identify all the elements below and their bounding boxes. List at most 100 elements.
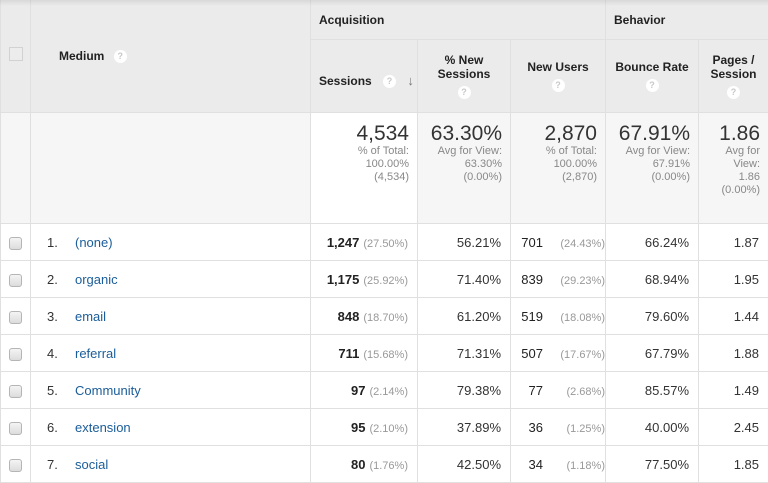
new-sessions-cell: 37.89% — [418, 409, 511, 446]
medium-link[interactable]: extension — [75, 420, 131, 435]
totals-new-sessions-avg: 63.30% — [418, 158, 502, 171]
table-row: 5.Community 97(2.14%) 79.38% 77(2.68%) 8… — [1, 372, 768, 409]
new-users-header[interactable]: New Users ? — [511, 40, 606, 113]
sessions-percent: (27.50%) — [363, 238, 408, 250]
totals-new-sessions: 63.30% Avg for View: 63.30% (0.00%) — [418, 113, 511, 224]
help-icon[interactable]: ? — [114, 50, 127, 63]
new-users-percent: (2.68%) — [547, 386, 605, 398]
new-users-value: 839 — [519, 272, 543, 287]
pages-per-session-header[interactable]: Pages / Session ? — [699, 40, 768, 113]
medium-link[interactable]: referral — [75, 346, 116, 361]
row-checkbox-cell — [1, 409, 31, 446]
bounce-rate-cell: 85.57% — [606, 372, 699, 409]
medium-cell: 7.social — [31, 446, 311, 483]
bounce-rate-header-label: Bounce Rate — [606, 60, 698, 74]
totals-pages-caption-1: Avg for — [699, 145, 760, 158]
bounce-rate-header[interactable]: Bounce Rate ? — [606, 40, 699, 113]
help-icon[interactable]: ? — [458, 86, 471, 99]
new-users-cell: 77(2.68%) — [511, 372, 606, 409]
row-index: 3. — [47, 309, 75, 324]
row-checkbox[interactable] — [9, 274, 22, 287]
sessions-value: 97 — [351, 383, 365, 398]
sort-descending-icon[interactable]: ↓ — [407, 73, 414, 88]
medium-link[interactable]: social — [75, 457, 108, 472]
bounce-rate-cell: 40.00% — [606, 409, 699, 446]
medium-header-label: Medium — [59, 49, 104, 63]
totals-pages: 1.86 Avg for View: 1.86 (0.00%) — [699, 113, 768, 224]
sessions-percent: (15.68%) — [363, 349, 408, 361]
row-index: 6. — [47, 420, 75, 435]
help-icon[interactable]: ? — [646, 79, 659, 92]
new-sessions-header[interactable]: % New Sessions ? — [418, 40, 511, 113]
help-icon[interactable]: ? — [383, 75, 396, 88]
new-users-cell: 839(29.23%) — [511, 261, 606, 298]
medium-link[interactable]: Community — [75, 383, 141, 398]
new-users-percent: (24.43%) — [547, 238, 605, 250]
table-row: 6.extension 95(2.10%) 37.89% 36(1.25%) 4… — [1, 409, 768, 446]
totals-checkbox-cell — [1, 113, 31, 224]
bounce-rate-cell: 68.94% — [606, 261, 699, 298]
row-checkbox-cell — [1, 446, 31, 483]
pages-cell: 1.44 — [699, 298, 768, 335]
new-sessions-cell: 61.20% — [418, 298, 511, 335]
totals-pages-avg: 1.86 — [699, 171, 760, 184]
sessions-header[interactable]: Sessions ? ↓ — [311, 40, 418, 113]
sessions-percent: (2.14%) — [369, 386, 408, 398]
totals-sessions-value: 4,534 — [311, 123, 409, 145]
select-all-cell — [1, 0, 31, 113]
sessions-cell: 1,175(25.92%) — [311, 261, 418, 298]
new-users-cell: 519(18.08%) — [511, 298, 606, 335]
pages-cell: 1.85 — [699, 446, 768, 483]
sessions-value: 711 — [338, 346, 359, 361]
totals-bounce-rate: 67.91% Avg for View: 67.91% (0.00%) — [606, 113, 699, 224]
row-checkbox[interactable] — [9, 459, 22, 472]
sessions-cell: 711 (15.68%) — [311, 335, 418, 372]
medium-cell: 4.referral — [31, 335, 311, 372]
bounce-rate-cell: 77.50% — [606, 446, 699, 483]
new-users-value: 36 — [519, 420, 543, 435]
pages-cell: 1.87 — [699, 224, 768, 261]
totals-new-sessions-caption: Avg for View: — [418, 145, 502, 158]
table-row: 7.social 80(1.76%) 42.50% 34(1.18%) 77.5… — [1, 446, 768, 483]
row-checkbox[interactable] — [9, 385, 22, 398]
new-sessions-header-l1: % New — [418, 53, 510, 67]
medium-header[interactable]: Medium ? — [31, 0, 311, 113]
help-icon[interactable]: ? — [727, 86, 740, 99]
table-row: 1.(none) 1,247(27.50%) 56.21% 701(24.43%… — [1, 224, 768, 261]
row-index: 1. — [47, 235, 75, 250]
row-index: 2. — [47, 272, 75, 287]
new-sessions-cell: 56.21% — [418, 224, 511, 261]
totals-pages-delta: (0.00%) — [699, 184, 760, 197]
new-users-value: 34 — [519, 457, 543, 472]
medium-link[interactable]: email — [75, 309, 106, 324]
pages-cell: 1.95 — [699, 261, 768, 298]
pages-cell: 2.45 — [699, 409, 768, 446]
medium-link[interactable]: organic — [75, 272, 118, 287]
totals-pages-caption-2: View: — [699, 158, 760, 171]
acquisition-group-header: Acquisition — [311, 0, 606, 40]
sessions-cell: 80(1.76%) — [311, 446, 418, 483]
totals-sessions-total: (4,534) — [311, 171, 409, 184]
pages-cell: 1.49 — [699, 372, 768, 409]
medium-cell: 6.extension — [31, 409, 311, 446]
row-checkbox-cell — [1, 335, 31, 372]
new-users-value: 519 — [519, 309, 543, 324]
row-checkbox-cell — [1, 298, 31, 335]
row-checkbox[interactable] — [9, 422, 22, 435]
sessions-value: 95 — [351, 420, 365, 435]
new-users-header-label: New Users — [511, 60, 605, 74]
table-row: 4.referral 711(15.68%) 71.31% 507(17.67%… — [1, 335, 768, 372]
help-icon[interactable]: ? — [552, 79, 565, 92]
totals-bounce-caption: Avg for View: — [606, 145, 690, 158]
sessions-percent: (2.10%) — [369, 423, 408, 435]
row-checkbox[interactable] — [9, 311, 22, 324]
row-checkbox[interactable] — [9, 237, 22, 250]
medium-link[interactable]: (none) — [75, 235, 113, 250]
new-sessions-cell: 71.40% — [418, 261, 511, 298]
row-checkbox[interactable] — [9, 348, 22, 361]
totals-bounce-value: 67.91% — [606, 123, 690, 145]
select-all-checkbox[interactable] — [9, 47, 23, 61]
sessions-percent: (1.76%) — [369, 460, 408, 472]
new-users-cell: 701(24.43%) — [511, 224, 606, 261]
pages-cell: 1.88 — [699, 335, 768, 372]
